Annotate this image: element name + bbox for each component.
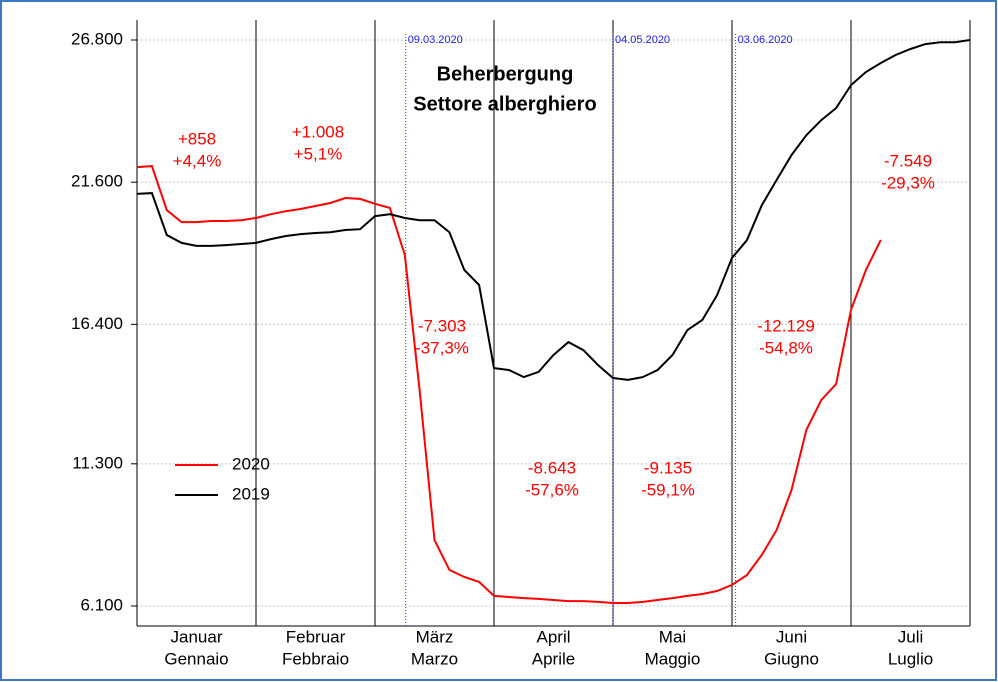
x-tick-label: Marzo [411, 649, 458, 668]
annotation: -8.643 [528, 458, 576, 477]
x-tick-label: Juni [776, 627, 807, 646]
x-tick-label: März [416, 627, 454, 646]
annotation: -29,3% [881, 173, 935, 192]
x-tick-label: Maggio [645, 649, 701, 668]
annotation: +4,4% [173, 151, 222, 170]
x-tick-label: Januar [171, 627, 223, 646]
x-tick-label: April [536, 627, 570, 646]
date-label: 04.05.2020 [615, 34, 670, 46]
legend-label: 2020 [232, 454, 270, 473]
x-tick-label: Mai [659, 627, 686, 646]
x-tick-label: Giugno [764, 649, 819, 668]
x-tick-label: Gennaio [164, 649, 228, 668]
date-label: 09.03.2020 [408, 34, 463, 46]
chart-title: Beherbergung [437, 63, 574, 85]
annotation: -37,3% [415, 338, 469, 357]
x-tick-label: Luglio [888, 649, 933, 668]
annotation: -57,6% [525, 480, 579, 499]
annotation: -54,8% [759, 338, 813, 357]
annotation: +1.008 [292, 122, 344, 141]
line-series [136, 39, 971, 381]
annotation: -9.135 [644, 458, 692, 477]
annotation: +858 [178, 129, 216, 148]
x-tick-label: Aprile [532, 649, 575, 668]
y-tick-label: 26.800 [71, 29, 123, 48]
annotation: -12.129 [757, 316, 815, 335]
annotation: -59,1% [641, 480, 695, 499]
x-tick-label: Februar [286, 627, 346, 646]
annotation: -7.303 [418, 316, 466, 335]
annotation: +5,1% [294, 144, 343, 163]
legend-label: 2019 [232, 484, 270, 503]
y-tick-label: 21.600 [71, 172, 123, 191]
date-label: 03.06.2020 [738, 34, 793, 46]
annotation: -7.549 [884, 151, 932, 170]
line-series [136, 165, 882, 604]
x-tick-label: Juli [898, 627, 924, 646]
chart-title: Settore alberghiero [413, 93, 596, 115]
y-tick-label: 6.100 [80, 595, 123, 614]
y-tick-label: 11.300 [72, 453, 123, 472]
y-tick-label: 16.400 [71, 314, 123, 333]
x-tick-label: Febbraio [282, 649, 349, 668]
